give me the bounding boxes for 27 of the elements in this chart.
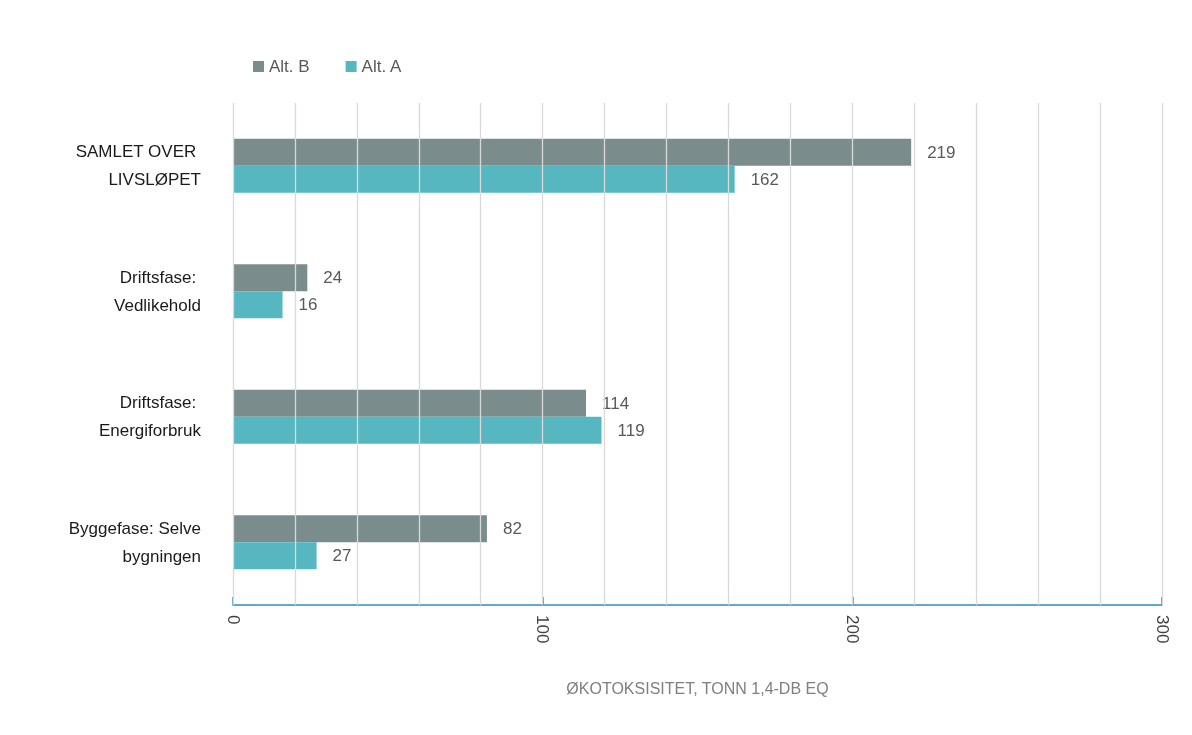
legend-label: Alt. A xyxy=(361,57,402,76)
data-label: 219 xyxy=(927,142,956,162)
data-label: 24 xyxy=(323,268,343,288)
y-tick-label: Driftsfase: Energiforbruk xyxy=(98,393,202,441)
bar xyxy=(233,389,587,417)
data-label: 114 xyxy=(602,393,630,413)
data-label: 27 xyxy=(332,546,352,566)
data-label: 82 xyxy=(502,519,522,539)
bar xyxy=(233,416,602,444)
x-tick-label: 100 xyxy=(533,615,553,644)
bar xyxy=(233,515,487,543)
data-label: 16 xyxy=(298,295,318,315)
x-tick-label: 200 xyxy=(842,615,862,644)
bar xyxy=(233,264,308,292)
y-tick-label: SAMLET OVER LIVSLØPET xyxy=(75,142,201,190)
bar xyxy=(233,542,317,570)
data-label: 162 xyxy=(750,169,780,189)
y-tick-label: Byggefase: Selve bygningen xyxy=(68,518,201,566)
bar xyxy=(233,165,735,193)
y-tick-label: Driftsfase: Vedlikehold xyxy=(114,267,201,315)
x-axis-title: ØKOTOKSISITET, TONN 1,4-DB EQ xyxy=(566,679,829,697)
x-tick-label: 300 xyxy=(1152,615,1172,644)
legend-label: Alt. B xyxy=(269,57,310,76)
x-tick-label: 0 xyxy=(223,615,243,625)
bar xyxy=(233,291,283,319)
data-label: 119 xyxy=(617,420,645,440)
bar xyxy=(233,138,912,166)
